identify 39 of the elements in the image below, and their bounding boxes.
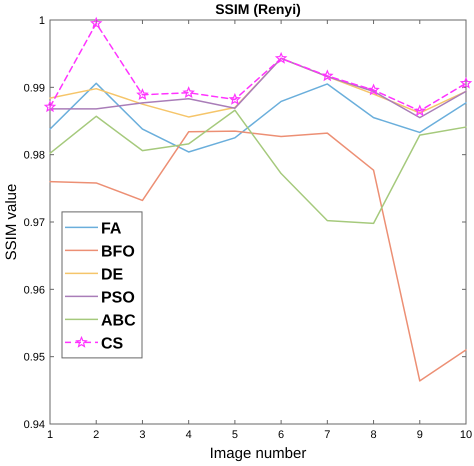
point <box>183 87 194 98</box>
x-tick-label: 2 <box>93 429 100 441</box>
point <box>322 70 333 81</box>
x-tick-label: 9 <box>416 429 423 441</box>
x-axis-title: Image number <box>210 445 306 462</box>
y-tick-label: 0.96 <box>24 284 45 296</box>
line-series <box>49 109 467 224</box>
x-tick-label: 5 <box>232 429 238 441</box>
legend-label: FA <box>101 220 122 238</box>
y-tick-label: 0.99 <box>24 82 45 94</box>
point <box>276 52 286 64</box>
x-tick-label: 7 <box>324 429 330 441</box>
x-tick-label: 6 <box>278 429 284 441</box>
legend-label: DE <box>101 266 124 284</box>
point <box>368 84 379 95</box>
y-tick-label: 0.95 <box>24 352 45 364</box>
x-tick-label: 1 <box>46 429 54 441</box>
line-series <box>49 82 467 153</box>
y-axis-title: SSIM value <box>3 184 20 260</box>
y-tick-label: 0.98 <box>24 150 45 162</box>
y-tick-label: 1 <box>38 15 45 27</box>
point <box>90 18 102 28</box>
x-tick-label: 8 <box>370 429 377 441</box>
x-tick-label: 3 <box>139 429 146 441</box>
point <box>230 94 240 104</box>
chart-title: SSIM (Renyi) <box>215 1 301 17</box>
line-series <box>49 130 467 382</box>
x-tick-label: 10 <box>460 429 472 441</box>
legend-label: ABC <box>101 312 136 330</box>
legend-label: BFO <box>101 243 135 260</box>
y-tick-label: 0.94 <box>24 419 45 431</box>
x-tick-label: 4 <box>186 429 192 441</box>
point <box>460 78 472 88</box>
point <box>44 101 56 112</box>
legend-label: CS <box>101 335 124 352</box>
point <box>414 105 426 116</box>
point <box>137 89 148 100</box>
legend-label: PSO <box>101 289 135 306</box>
y-tick-label: 0.97 <box>24 217 45 229</box>
